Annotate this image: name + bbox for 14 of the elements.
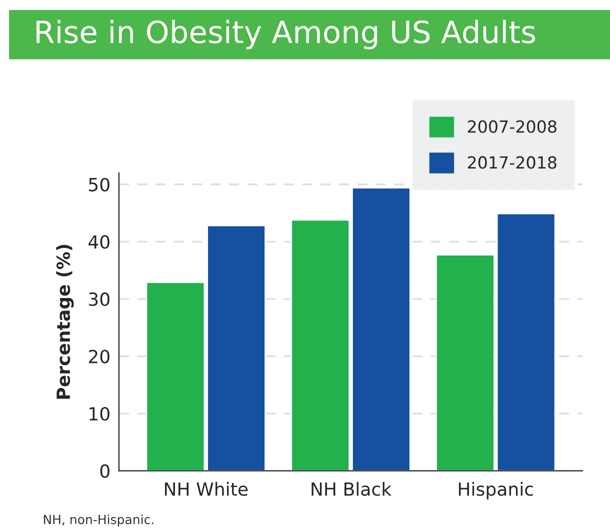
y-tick-label: 10 [90, 406, 110, 421]
x-tick-label: NH White [164, 482, 248, 496]
x-tick-label: NH Black [312, 482, 392, 496]
x-tick-label: Hispanic [458, 482, 533, 500]
y-tick-label: 20 [88, 350, 110, 364]
text: NH, non-Hispanic. [44, 514, 154, 527]
y-tick-label: 50 [89, 178, 110, 192]
chart-title: Rise in Obesity Among US Adults [36, 20, 536, 50]
y-tick-label: 30 [89, 292, 110, 306]
y-tick-label: 0 [100, 464, 110, 478]
legend-label: 2007-2008 [468, 120, 556, 133]
y-tick-label: 40 [88, 235, 110, 249]
legend-label: 2017-2018 [468, 156, 556, 169]
y-axis-title: Percentage (%) [56, 244, 74, 399]
